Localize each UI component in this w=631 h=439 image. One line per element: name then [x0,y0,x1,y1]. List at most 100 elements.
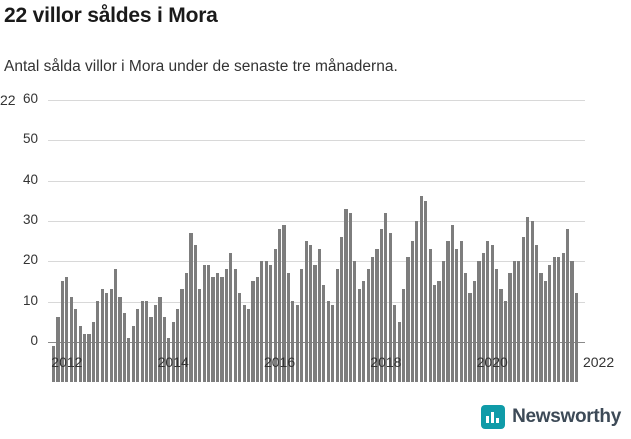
bar [464,273,468,382]
highlight-value-label: 22 [0,92,16,108]
bar [339,236,344,382]
bar [326,301,330,382]
bar [255,277,259,382]
bar [543,281,547,382]
bar [246,309,251,382]
bar [565,228,570,382]
bar [357,289,361,382]
bar [570,261,574,382]
bar [521,236,525,382]
bar [189,232,193,382]
bar [446,240,450,382]
bar [51,345,56,382]
gridline [48,180,585,182]
bar [304,240,308,382]
bar [548,265,552,382]
bar [145,301,149,382]
bar [74,309,78,382]
bar [393,305,397,382]
bar [526,216,530,382]
y-tick-label: 40 [22,171,38,187]
gridline [48,100,585,101]
chart-subtitle: Antal sålda villor i Mora under de senas… [4,58,398,75]
bar [450,224,454,382]
bar [114,269,118,382]
bar [96,301,100,382]
bar [552,256,556,382]
chart-title: 22 villor såldes i Mora [4,4,218,27]
bar [127,337,131,382]
bar [105,293,109,382]
x-tick-label: 2016 [263,354,296,370]
bar [180,289,184,382]
bar [167,337,171,382]
bar [233,269,237,382]
bar [158,297,162,382]
bar [149,317,153,382]
x-tick-label: 2012 [51,354,83,370]
bar [406,256,410,382]
bar [56,317,60,382]
y-tick-label: 20 [22,252,38,268]
bar [322,285,326,382]
bar-series [48,132,585,382]
bar [344,208,348,382]
x-tick-label: 2022 [582,354,615,370]
bar [477,261,481,382]
bar [313,265,317,382]
bar [277,228,282,382]
bar [353,261,357,382]
bar [207,265,211,382]
bar [428,248,432,382]
bar [264,261,268,382]
bar [215,273,220,382]
bar [65,277,69,382]
bar [295,305,299,382]
bar [238,293,242,382]
bar [229,252,233,382]
bar [308,244,313,382]
bar [410,240,415,382]
bar [517,261,521,382]
bar [83,333,87,382]
bar [481,252,485,382]
bar [539,273,543,382]
bar [184,273,189,382]
bar [499,289,503,382]
gridline [48,140,585,142]
bar [362,281,366,382]
newsworthy-logo: Newsworthy [481,405,621,429]
x-tick-label: 2014 [157,354,189,370]
bar [60,281,65,382]
y-tick-label: 10 [22,292,38,308]
bar [100,289,104,382]
bar [140,301,144,382]
bar [335,269,339,382]
bar [433,285,437,382]
bar [171,321,175,382]
bar [300,269,304,382]
bar [437,281,441,382]
bar [375,248,379,382]
bar [508,273,512,382]
y-tick-label: 30 [22,212,38,227]
gridline [48,221,585,222]
x-tick-label: 2020 [476,354,508,370]
bar [468,293,472,382]
y-tick-label: 50 [22,131,38,147]
bar [242,305,246,382]
bar [153,305,158,382]
bar [486,240,490,382]
bar [534,244,539,382]
bar [176,309,180,382]
bar [441,261,446,382]
bar [109,289,113,382]
gridline [48,261,585,263]
bar [574,293,578,382]
bar [260,261,264,382]
bar [87,333,91,382]
bar [78,325,82,382]
bar [269,265,273,382]
bar [331,305,335,382]
